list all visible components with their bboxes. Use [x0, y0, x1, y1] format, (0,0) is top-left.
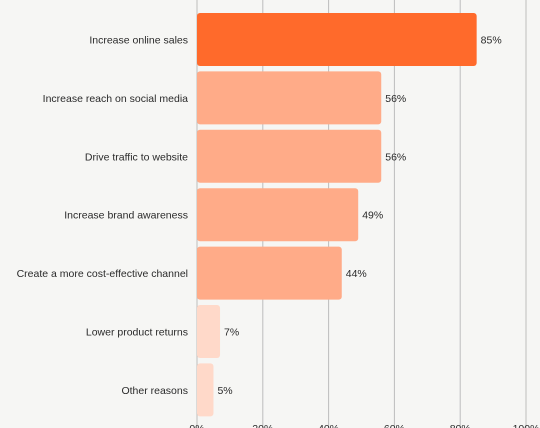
x-tick-label: 60%: [384, 423, 405, 428]
bar: [197, 188, 359, 242]
bars: [197, 13, 477, 417]
category-label: Increase reach on social media: [43, 93, 188, 105]
data-label: 49%: [362, 210, 383, 222]
data-label: 7%: [224, 327, 239, 339]
data-label: 85%: [481, 35, 502, 47]
bar: [197, 13, 477, 66]
data-label: 56%: [385, 151, 406, 163]
bar: [197, 129, 382, 183]
data-label: 5%: [217, 385, 232, 397]
x-tick-label: 100%: [513, 423, 540, 428]
bar: [197, 71, 382, 125]
bar: [197, 246, 342, 300]
category-label: Increase online sales: [89, 35, 188, 47]
category-label: Other reasons: [121, 385, 188, 397]
x-tick-label: 80%: [450, 423, 471, 428]
data-label: 56%: [385, 93, 406, 105]
category-label: Drive traffic to website: [85, 151, 188, 163]
x-tick-label: 20%: [252, 423, 273, 428]
category-label: Lower product returns: [86, 327, 188, 339]
x-tick-label: 0%: [189, 423, 204, 428]
category-label: Create a more cost-effective channel: [17, 268, 188, 280]
labels: 0% 20% 40% 60% 80% 100% Increase online sales 8…: [17, 35, 540, 428]
x-tick-label: 40%: [318, 423, 339, 428]
data-label: 44%: [346, 268, 367, 280]
category-label: Increase brand awareness: [64, 210, 188, 222]
bar: [197, 305, 221, 358]
bar: [197, 363, 214, 417]
